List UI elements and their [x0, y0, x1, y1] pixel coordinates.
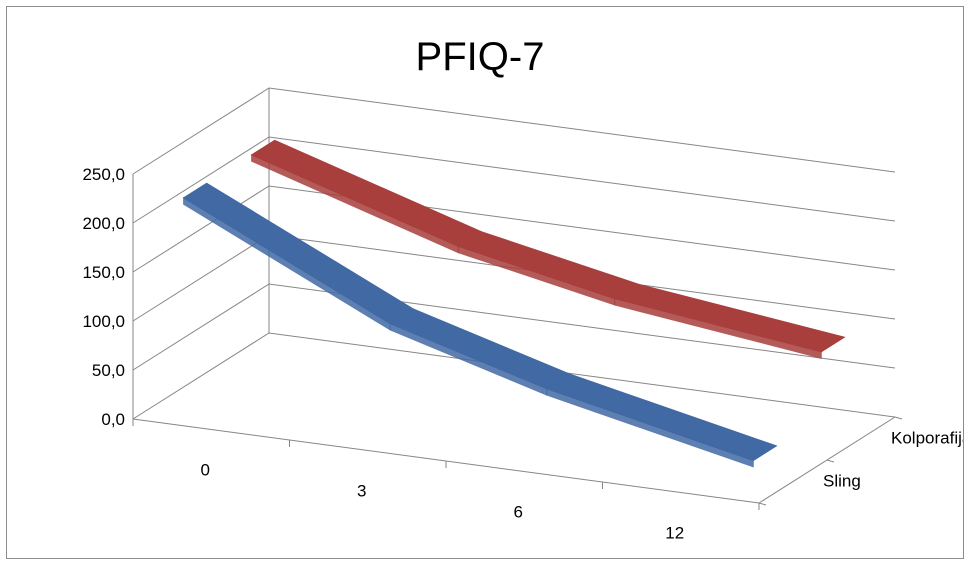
labels-layer: 0,0 50,0 100,0 150,0 200,0 250,0 0 3 6 12 Sling Kol…: [82, 165, 963, 543]
ribbon-segment: [250, 139, 483, 247]
chart-walls: [132, 87, 903, 510]
series-sling-ribbon: [182, 182, 778, 468]
y-tick-label: 150,0: [82, 263, 125, 282]
ribbon-segment: [613, 283, 846, 353]
series-label: Kolporafija: [891, 429, 963, 448]
y-tick-label: 50,0: [92, 361, 125, 380]
ribbon-side: [546, 388, 754, 468]
ribbon-side: [614, 298, 822, 359]
chart-frame: PFIQ-7 0,0 50,0 100,0 150,0 200,0 250,0 0 3 6 12 S…: [6, 6, 964, 559]
x-tick-label: 6: [514, 503, 523, 522]
y-tick-label: 0,0: [101, 410, 125, 429]
series-layer: [182, 139, 846, 468]
y-tick-label: 200,0: [82, 214, 125, 233]
depth-tick: [826, 459, 835, 463]
y-tick-label: 250,0: [82, 165, 125, 184]
x-tick-label: 3: [357, 482, 366, 501]
ribbon-segment: [457, 231, 639, 300]
chart-plot: 0,0 50,0 100,0 150,0 200,0 250,0 0 3 6 12 Sling Kol…: [82, 87, 963, 543]
depth-tick: [894, 416, 903, 420]
depth-tick: [758, 502, 767, 506]
series-kolporafija-ribbon: [250, 139, 846, 359]
ribbon-side: [183, 197, 391, 331]
ribbon-segment: [545, 373, 778, 462]
y-tick-label: 100,0: [82, 312, 125, 331]
x-tick-label: 12: [665, 524, 684, 543]
x-tick-label: 0: [201, 461, 210, 480]
series-label: Sling: [823, 472, 861, 491]
gridline: [132, 87, 896, 175]
chart-title: PFIQ-7: [415, 35, 545, 79]
